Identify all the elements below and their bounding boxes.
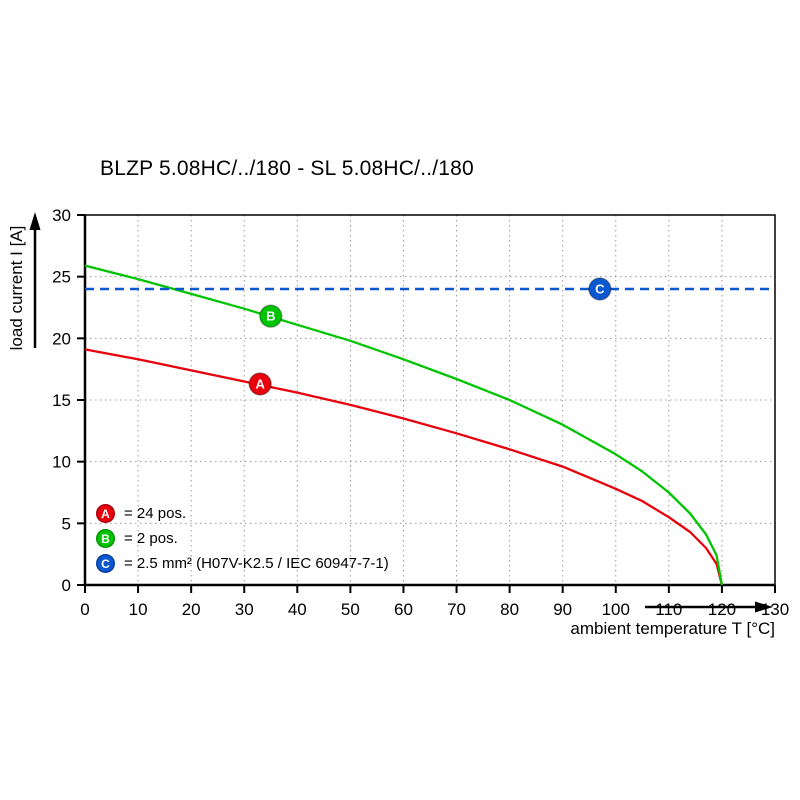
y-tick-label: 20: [52, 329, 71, 348]
x-tick-label: 60: [394, 600, 413, 619]
y-tick-label: 25: [52, 268, 71, 287]
x-tick-label: 80: [500, 600, 519, 619]
curve-B: [84, 264, 724, 586]
y-axis-arrow-icon: [29, 212, 41, 230]
legend-label-a: = 24 pos.: [124, 505, 187, 522]
legend-marker-a-icon: A: [96, 504, 115, 523]
x-tick-label: 20: [182, 600, 201, 619]
y-tick-label: 5: [62, 514, 71, 533]
legend-label-b: = 2 pos.: [124, 530, 178, 547]
marker-C-icon: [588, 277, 612, 301]
y-tick-label: 10: [52, 453, 71, 472]
legend-marker-b-icon: B: [96, 529, 115, 548]
x-tick-label: 50: [341, 600, 360, 619]
y-tick-label: 0: [62, 576, 71, 595]
x-axis-arrow-icon: [755, 601, 773, 613]
curve-A: [84, 348, 724, 586]
marker-A-letter: A: [255, 376, 265, 391]
y-tick-label: 30: [52, 206, 71, 225]
marker-A-icon: [248, 372, 272, 396]
legend: A = 24 pos. B = 2 pos. C = 2.5 mm² (H07V…: [96, 501, 389, 576]
legend-marker-c-icon: C: [96, 554, 115, 573]
x-tick-label: 10: [129, 600, 148, 619]
x-tick-label: 70: [447, 600, 466, 619]
y-tick-label: 15: [52, 391, 71, 410]
marker-B-letter: B: [266, 309, 275, 324]
legend-label-c: = 2.5 mm² (H07V-K2.5 / IEC 60947-7-1): [124, 555, 389, 572]
x-tick-label: 100: [602, 600, 630, 619]
marker-B-icon: [259, 304, 283, 328]
x-tick-label: 120: [708, 600, 736, 619]
marker-C-letter: C: [595, 282, 605, 297]
x-tick-label: 0: [80, 600, 89, 619]
x-tick-label: 30: [235, 600, 254, 619]
x-axis-label: ambient temperature T [°C]: [570, 619, 775, 638]
legend-item-c: C = 2.5 mm² (H07V-K2.5 / IEC 60947-7-1): [96, 551, 389, 576]
legend-item-a: A = 24 pos.: [96, 501, 389, 526]
x-tick-label: 110: [655, 600, 682, 619]
legend-item-b: B = 2 pos.: [96, 526, 389, 551]
chart-title: BLZP 5.08HC/../180 - SL 5.08HC/../180: [100, 157, 474, 180]
x-tick-label: 90: [553, 600, 572, 619]
x-tick-label: 40: [288, 600, 307, 619]
x-tick-label: 130: [761, 600, 789, 619]
